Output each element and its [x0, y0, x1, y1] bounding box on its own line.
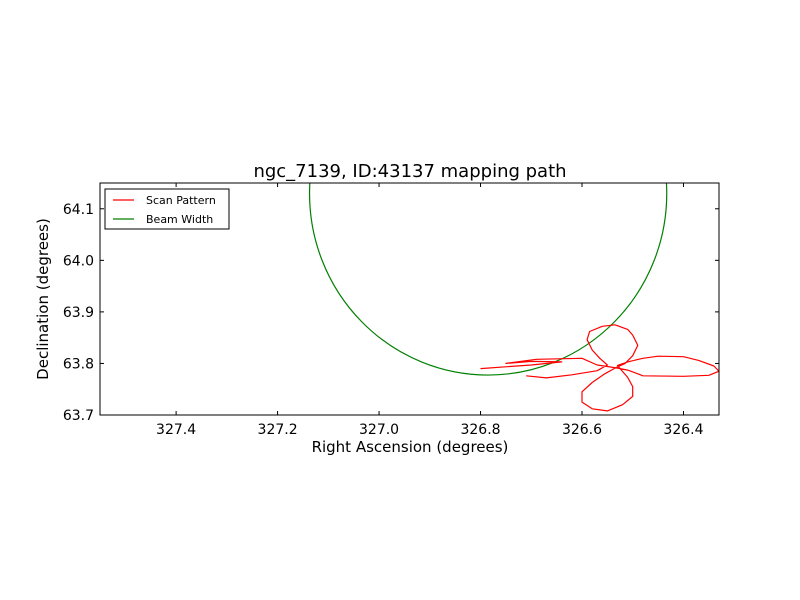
legend-label-scan-pattern: Scan Pattern — [146, 194, 216, 207]
x-tick-label: 326.4 — [663, 422, 703, 438]
y-tick-label: 64.1 — [63, 202, 94, 218]
y-tick-label: 64.0 — [63, 253, 94, 269]
x-tick-label: 327.2 — [258, 422, 298, 438]
x-tick-label: 326.8 — [460, 422, 500, 438]
x-tick-label: 327.4 — [156, 422, 196, 438]
x-ticks: 327.4 327.2 327.0 326.8 326.6 326.4 — [156, 183, 704, 438]
x-tick-label: 327.0 — [359, 422, 399, 438]
scan-pattern-line — [480, 324, 719, 412]
y-axis-label: Declination (degrees) — [34, 218, 52, 380]
y-ticks: 63.7 63.8 63.9 64.0 64.1 — [63, 202, 719, 424]
y-tick-label: 63.8 — [63, 356, 94, 372]
chart-title: ngc_7139, ID:43137 mapping path — [253, 161, 566, 182]
x-axis-label: Right Ascension (degrees) — [312, 438, 509, 456]
y-tick-label: 63.7 — [63, 408, 94, 424]
x-tick-label: 326.6 — [562, 422, 602, 438]
legend-box — [104, 188, 230, 230]
series-layer — [309, 183, 719, 412]
y-tick-label: 63.9 — [63, 305, 94, 321]
legend-label-beam-width: Beam Width — [146, 213, 213, 226]
beam-width-circle — [309, 183, 668, 376]
legend: Scan Pattern Beam Width — [104, 188, 230, 230]
plot-frame — [99, 182, 720, 416]
